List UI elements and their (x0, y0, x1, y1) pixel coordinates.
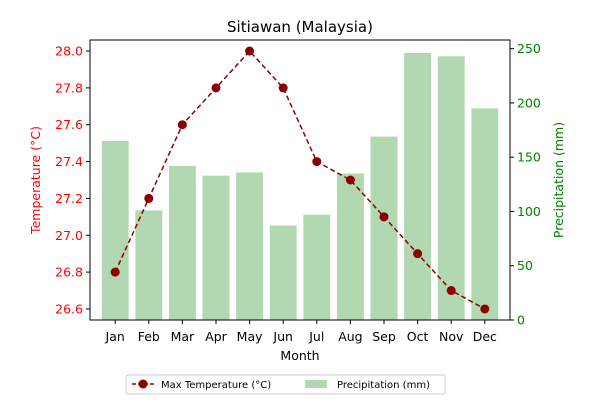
x-axis-label: Month (280, 348, 319, 363)
temperature-point-oct (413, 249, 423, 259)
x-tick-label: Aug (338, 329, 362, 344)
x-tick-label: Sep (372, 329, 396, 344)
x-tick-label: Nov (439, 329, 464, 344)
precipitation-bar-jun (269, 225, 297, 320)
precipitation-bar-dec (471, 108, 499, 320)
temperature-line (110, 46, 490, 314)
right-tick-label: 200 (517, 95, 541, 110)
left-tick-label: 27.8 (55, 80, 83, 95)
precipitation-bar-feb (135, 210, 163, 320)
left-tick-label: 28.0 (55, 44, 83, 59)
x-tick-label: Jan (105, 329, 125, 344)
x-axis: Jan Feb Mar Apr May Jun Jul Aug Sep Oct Nov Dec (105, 320, 497, 344)
legend-frame (125, 374, 446, 395)
precipitation-bar-jul (303, 214, 331, 320)
precipitation-bar-aug (336, 173, 364, 320)
left-y-axis-label: Temperature (°C) (28, 126, 43, 235)
right-tick-label: 100 (517, 204, 541, 219)
temperature-point-jul (312, 157, 322, 167)
temperature-point-may (245, 46, 255, 56)
temperature-point-jan (110, 267, 120, 277)
precipitation-bar-mar (168, 165, 196, 320)
left-tick-label: 27.0 (55, 228, 83, 243)
temperature-point-apr (211, 83, 221, 93)
legend-label-precipitation: Precipitation (mm) (337, 380, 430, 391)
temperature-line-path (114, 49, 486, 310)
temperature-point-mar (177, 120, 187, 130)
x-tick-label: Oct (407, 329, 429, 344)
right-y-axis: 0 50 100 150 200 250 (510, 41, 541, 328)
right-tick-label: 0 (517, 313, 525, 328)
temperature-point-jun (278, 83, 288, 93)
x-tick-label: Dec (473, 329, 497, 344)
right-tick-label: 50 (517, 258, 533, 273)
temperature-point-feb (144, 193, 154, 203)
right-tick-label: 250 (517, 41, 541, 56)
temperature-point-dec (480, 304, 490, 314)
x-tick-label: May (237, 329, 263, 344)
legend-label-temperature: Max Temperature (°C) (161, 380, 271, 391)
plot-frame (89, 39, 511, 321)
x-tick-label: Apr (205, 329, 227, 344)
left-tick-label: 27.6 (55, 117, 83, 132)
x-tick-label: Mar (171, 329, 195, 344)
chart-title: Sitiawan (Malaysia) (227, 18, 373, 36)
x-tick-label: Jun (272, 329, 293, 344)
precipitation-bar-oct (404, 53, 432, 320)
precipitation-bar-nov (437, 56, 465, 321)
left-tick-label: 26.6 (55, 301, 83, 316)
temperature-point-aug (345, 175, 355, 185)
precipitation-bar-sep (370, 136, 398, 320)
temperature-point-sep (379, 212, 389, 222)
left-y-axis: 26.6 26.8 27.0 27.2 27.4 27.6 27.8 28.0 (55, 44, 90, 316)
precipitation-bar-apr (202, 175, 230, 320)
right-y-axis-label: Precipitation (mm) (551, 122, 566, 238)
precipitation-bar-jan (101, 140, 129, 320)
legend: Max Temperature (°C) Precipitation (mm) (125, 374, 446, 395)
left-tick-label: 27.2 (55, 191, 83, 206)
temperature-point-nov (446, 286, 456, 296)
right-tick-label: 150 (517, 150, 541, 165)
legend-marker-swatch (138, 379, 148, 389)
left-tick-label: 27.4 (55, 154, 83, 169)
precipitation-bars (101, 53, 499, 321)
legend-bar-swatch (305, 380, 327, 388)
x-tick-label: Feb (138, 329, 160, 344)
x-tick-label: Jul (308, 329, 324, 344)
precipitation-bar-may (236, 172, 264, 320)
left-tick-label: 26.8 (55, 265, 83, 280)
